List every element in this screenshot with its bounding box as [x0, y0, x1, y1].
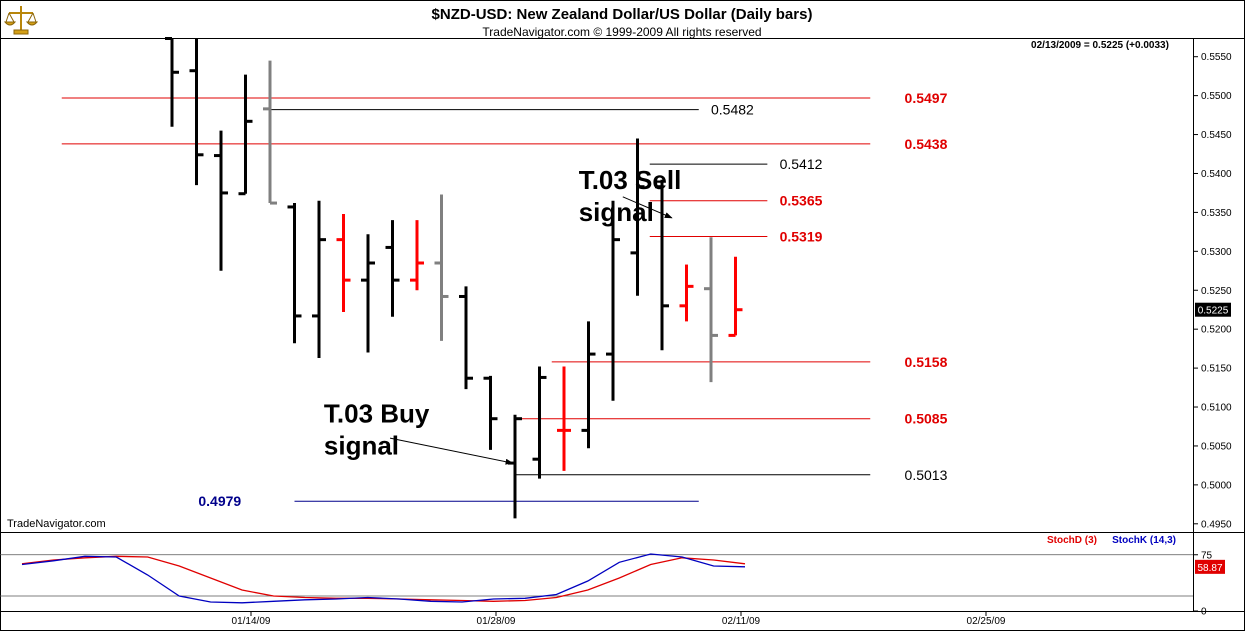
- annotation-label: T.03 Sell: [579, 165, 682, 195]
- level-label: 0.4979: [198, 493, 241, 509]
- annotation-arrow: [389, 437, 514, 465]
- ohlc-bar: [385, 220, 400, 317]
- ohlc-bar: [214, 130, 228, 271]
- y-tick-label: 0.5350: [1201, 208, 1232, 219]
- y-tick-label: 0.5400: [1201, 169, 1232, 180]
- ohlc-bar: [336, 213, 351, 313]
- y-tick-label: 0.5450: [1201, 130, 1232, 141]
- y-tick-label: 0.5150: [1201, 364, 1232, 375]
- x-tick-label: 01/28/09: [477, 616, 516, 627]
- ohlc-bar: [434, 194, 449, 341]
- y-tick-label: 0.5500: [1201, 91, 1232, 102]
- stochastic-panel: 75 0 58.87: [0, 550, 1225, 618]
- ohlc-bar: [728, 256, 743, 337]
- ohlc-bar: [606, 200, 620, 401]
- y-tick-label: 0.5550: [1201, 52, 1232, 63]
- ohlc-bar: [459, 286, 473, 390]
- stoch-y-tick-label: 75: [1201, 550, 1213, 561]
- level-label: 0.5365: [780, 193, 823, 209]
- annotation-label: signal: [579, 197, 654, 227]
- level-label: 0.5438: [905, 136, 948, 152]
- ohlc-bar: [312, 200, 326, 358]
- last-quote: 02/13/2009 = 0.5225 (+0.0033): [1031, 40, 1169, 51]
- date-x-axis: 01/14/09 01/28/09 02/11/09 02/25/09: [232, 611, 1006, 627]
- level-label: 0.5085: [905, 411, 948, 427]
- level-label: 0.5412: [780, 156, 823, 172]
- level-label: 0.5158: [905, 354, 948, 370]
- level-label: 0.5482: [711, 102, 754, 118]
- ohlc-bar: [238, 74, 253, 196]
- annotation-arrow: [622, 196, 673, 219]
- ohlc-bar: [189, 38, 204, 186]
- y-tick-label: 0.4950: [1201, 519, 1232, 530]
- ohlc-bar: [410, 220, 424, 291]
- legend-stochk: StochK (14,3): [1112, 535, 1176, 546]
- stoch-last-box: [1195, 559, 1225, 574]
- last-price-box: [1195, 302, 1231, 317]
- ohlc-bar: [263, 60, 277, 205]
- ohlc-bar: [704, 237, 718, 383]
- chart-copyright: TradeNavigator.com © 1999-2009 All right…: [482, 25, 761, 39]
- last-price-label: 0.5225: [1198, 306, 1229, 317]
- stoch-last-label: 58.87: [1197, 563, 1222, 574]
- ohlc-bar: [287, 203, 302, 344]
- y-tick-label: 0.5000: [1201, 480, 1232, 491]
- last-price-marker: 0.5225: [1195, 302, 1231, 317]
- y-tick-label: 0.5100: [1201, 403, 1232, 414]
- x-tick-label: 02/25/09: [967, 616, 1006, 627]
- price-y-axis: 0.5550 0.5500 0.5450 0.5400 0.5350 0.5300 0.52…: [1193, 52, 1232, 530]
- ohlc-bar: [165, 37, 179, 127]
- legend-stochd: StochD (3): [1047, 535, 1097, 546]
- price-bars: [165, 37, 743, 519]
- stochk-line: [21, 553, 746, 604]
- ohlc-bar: [655, 179, 669, 351]
- ohlc-bar: [361, 234, 375, 353]
- ohlc-bar: [557, 366, 571, 471]
- level-label: 0.5497: [905, 90, 948, 106]
- ohlc-bar: [630, 138, 645, 296]
- scales-logo-icon: [3, 6, 39, 35]
- chart-title: $NZD-USD: New Zealand Dollar/US Dollar (…: [432, 6, 813, 23]
- ohlc-bar: [581, 321, 596, 449]
- annotation-label: T.03 Buy: [324, 399, 430, 429]
- level-label: 0.5013: [905, 467, 948, 483]
- y-tick-label: 0.5300: [1201, 247, 1232, 258]
- ohlc-bar: [532, 366, 547, 479]
- x-tick-label: 01/14/09: [232, 616, 271, 627]
- y-tick-label: 0.5050: [1201, 441, 1232, 452]
- ohlc-bar: [679, 264, 694, 322]
- ohlc-bar: [483, 375, 498, 450]
- annotation-label: signal: [324, 431, 399, 461]
- level-label: 0.5319: [780, 229, 823, 245]
- x-tick-label: 02/11/09: [722, 616, 761, 627]
- stoch-y-tick-label: 0: [1201, 607, 1207, 618]
- y-tick-label: 0.5250: [1201, 286, 1232, 297]
- y-tick-label: 0.5200: [1201, 325, 1232, 336]
- watermark: TradeNavigator.com: [7, 518, 106, 530]
